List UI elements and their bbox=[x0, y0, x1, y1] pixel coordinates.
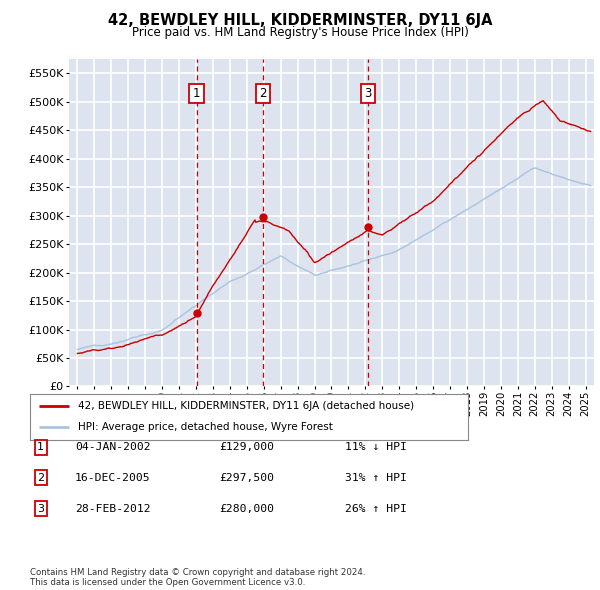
Text: 42, BEWDLEY HILL, KIDDERMINSTER, DY11 6JA: 42, BEWDLEY HILL, KIDDERMINSTER, DY11 6J… bbox=[108, 13, 492, 28]
Text: 2: 2 bbox=[259, 87, 267, 100]
Text: 3: 3 bbox=[364, 87, 372, 100]
Text: 16-DEC-2005: 16-DEC-2005 bbox=[75, 473, 151, 483]
Text: Price paid vs. HM Land Registry's House Price Index (HPI): Price paid vs. HM Land Registry's House … bbox=[131, 26, 469, 39]
Text: 11% ↓ HPI: 11% ↓ HPI bbox=[345, 442, 407, 452]
Text: 42, BEWDLEY HILL, KIDDERMINSTER, DY11 6JA (detached house): 42, BEWDLEY HILL, KIDDERMINSTER, DY11 6J… bbox=[78, 401, 415, 411]
Text: £297,500: £297,500 bbox=[219, 473, 274, 483]
Text: 1: 1 bbox=[193, 87, 200, 100]
Text: 3: 3 bbox=[37, 504, 44, 513]
Text: 2: 2 bbox=[37, 473, 44, 483]
Text: Contains HM Land Registry data © Crown copyright and database right 2024.
This d: Contains HM Land Registry data © Crown c… bbox=[30, 568, 365, 587]
Text: 1: 1 bbox=[37, 442, 44, 452]
Text: 26% ↑ HPI: 26% ↑ HPI bbox=[345, 504, 407, 513]
Text: 28-FEB-2012: 28-FEB-2012 bbox=[75, 504, 151, 513]
Text: HPI: Average price, detached house, Wyre Forest: HPI: Average price, detached house, Wyre… bbox=[78, 422, 333, 432]
Text: 04-JAN-2002: 04-JAN-2002 bbox=[75, 442, 151, 452]
Text: £280,000: £280,000 bbox=[219, 504, 274, 513]
Text: £129,000: £129,000 bbox=[219, 442, 274, 452]
Text: 31% ↑ HPI: 31% ↑ HPI bbox=[345, 473, 407, 483]
